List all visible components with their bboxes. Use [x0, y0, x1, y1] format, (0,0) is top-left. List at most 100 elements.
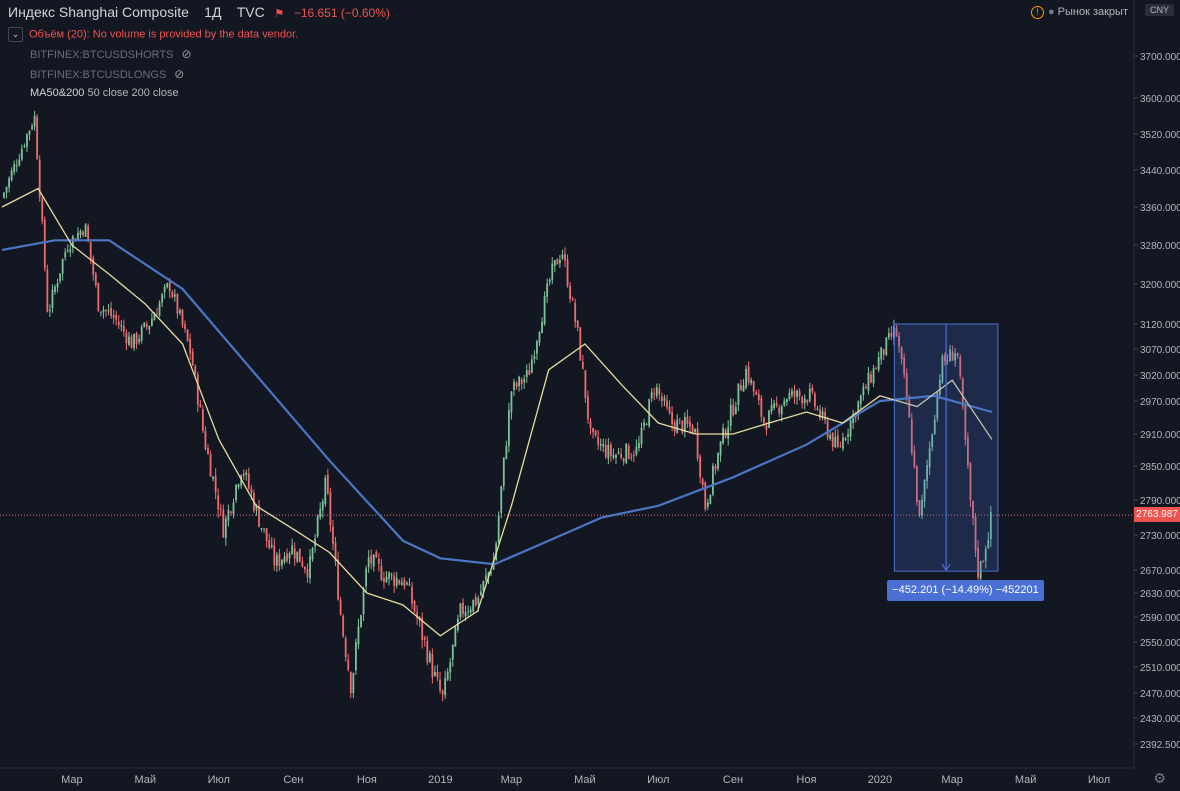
candle	[541, 317, 543, 334]
candle	[852, 409, 855, 430]
candle	[33, 110, 36, 131]
candle-body	[587, 396, 589, 420]
candle	[737, 383, 740, 412]
market-status[interactable]: ! ● Рынок закрыт	[1030, 6, 1128, 19]
candle	[525, 364, 528, 383]
y-tick-label: 2730.000	[1140, 531, 1180, 542]
candle	[288, 551, 291, 565]
candle	[263, 528, 265, 534]
eye-hidden-icon[interactable]: ⊘	[181, 47, 192, 61]
candle	[875, 366, 877, 370]
flag-icon[interactable]: ⚑	[274, 8, 285, 20]
candle	[594, 429, 597, 438]
candle-body	[64, 252, 67, 258]
candle-body	[500, 486, 503, 514]
candle-body	[974, 516, 977, 551]
candle-body	[865, 386, 867, 389]
candle	[938, 374, 941, 400]
candle	[740, 379, 742, 391]
interval-label[interactable]: 1Д	[204, 4, 222, 20]
candle	[814, 391, 816, 411]
candle	[574, 298, 577, 328]
candle-body	[222, 509, 225, 538]
candle	[383, 571, 385, 589]
candle	[561, 249, 564, 260]
candle	[816, 405, 819, 411]
candle-body	[286, 553, 288, 561]
candle	[13, 160, 16, 176]
candle-body	[775, 403, 778, 406]
x-tick-label: Июл	[208, 774, 230, 786]
candle-body	[235, 484, 237, 501]
candle-body	[763, 417, 765, 424]
candle	[824, 407, 826, 425]
x-tick-label: 2020	[868, 774, 892, 786]
candle	[393, 571, 396, 594]
candle	[910, 412, 913, 456]
candle-body	[719, 441, 722, 456]
candle-body	[916, 465, 918, 502]
candle-body	[681, 420, 684, 433]
candle	[332, 519, 334, 551]
candle	[989, 505, 992, 548]
candle-body	[956, 352, 959, 356]
candle-body	[324, 477, 327, 505]
candle-body	[304, 566, 306, 570]
candle	[87, 223, 90, 243]
candle-body	[140, 326, 143, 341]
candle	[847, 428, 849, 445]
y-tick-label: 3600.000	[1140, 94, 1180, 105]
candle-body	[413, 601, 416, 612]
candle	[166, 282, 169, 289]
candle	[140, 324, 143, 344]
candle	[145, 321, 148, 331]
settings-gear-icon[interactable]: ⚙	[1153, 770, 1166, 786]
candle	[556, 258, 559, 265]
candle	[224, 516, 227, 546]
candle-body	[847, 434, 849, 437]
candle-body	[179, 310, 181, 314]
candle	[913, 445, 916, 469]
candle-body	[683, 417, 686, 432]
candle	[444, 670, 447, 699]
candle-body	[773, 403, 775, 408]
candle-body	[546, 283, 549, 297]
candle	[100, 311, 102, 317]
candle-body	[977, 548, 979, 578]
candle	[436, 664, 439, 682]
longs-indicator-row[interactable]: BITFINEX:BTCUSDLONGS ⊘	[30, 67, 184, 81]
candle	[199, 399, 202, 408]
candle-body	[10, 170, 13, 181]
eye-hidden-icon[interactable]: ⊘	[174, 67, 185, 81]
candle-body	[423, 637, 426, 640]
candle-body	[462, 602, 464, 614]
dot-icon: ●	[1047, 6, 1055, 18]
candle-body	[548, 279, 551, 282]
x-tick-label: Мар	[61, 774, 83, 786]
candle	[31, 123, 33, 131]
candle	[49, 304, 51, 317]
candle	[66, 244, 69, 253]
symbol-name[interactable]: Индекс Shanghai Composite	[8, 4, 189, 20]
candle	[928, 441, 931, 475]
candle	[439, 671, 441, 694]
currency-badge[interactable]: CNY	[1144, 4, 1174, 16]
candle	[352, 672, 355, 699]
candle	[760, 394, 763, 423]
y-tick-label: 3360.000	[1140, 203, 1180, 214]
candle	[355, 638, 357, 675]
ma-indicator-row[interactable]: MA50&200 50 close 200 close	[30, 87, 179, 99]
candle-body	[449, 662, 452, 673]
candle-body	[599, 444, 602, 446]
y-tick-label: 2850.000	[1140, 462, 1180, 473]
candle-body	[224, 518, 227, 539]
candle	[946, 354, 949, 365]
candle	[334, 536, 337, 567]
candle	[214, 468, 217, 500]
warning-icon: !	[1030, 6, 1044, 19]
candle-body	[635, 446, 638, 455]
chevron-down-icon[interactable]: ⌄	[8, 27, 23, 42]
shorts-indicator-row[interactable]: BITFINEX:BTCUSDSHORTS ⊘	[30, 47, 192, 61]
candle-body	[227, 510, 230, 521]
